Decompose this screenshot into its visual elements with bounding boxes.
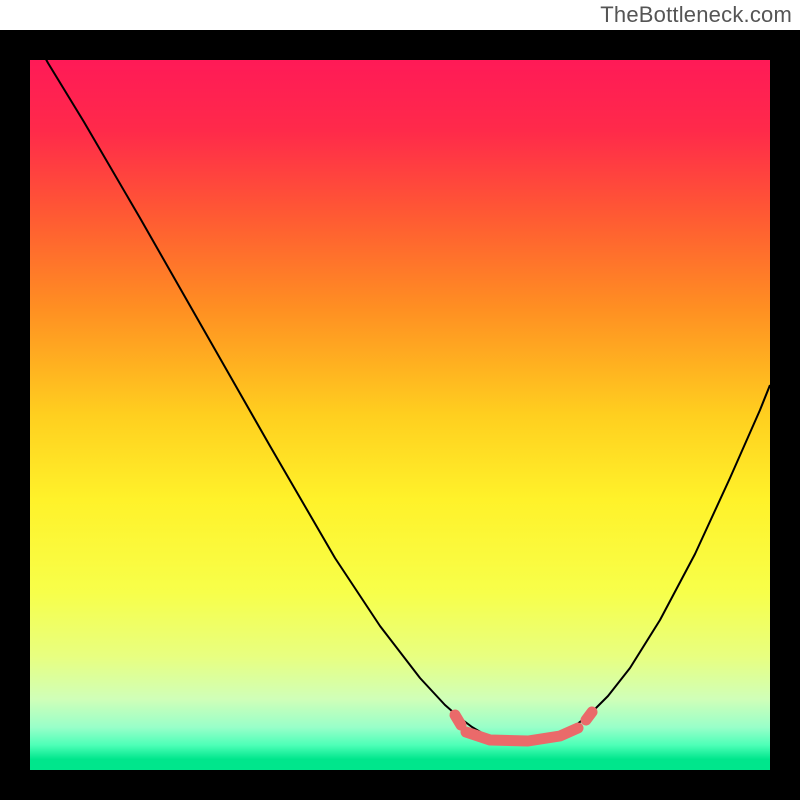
trough-marker-segment (455, 715, 461, 725)
trough-marker-segment (586, 712, 592, 720)
chart-svg (0, 0, 800, 800)
watermark-text: TheBottleneck.com (600, 2, 792, 28)
chart-root: TheBottleneck.com (0, 0, 800, 800)
gradient-background (30, 60, 770, 770)
